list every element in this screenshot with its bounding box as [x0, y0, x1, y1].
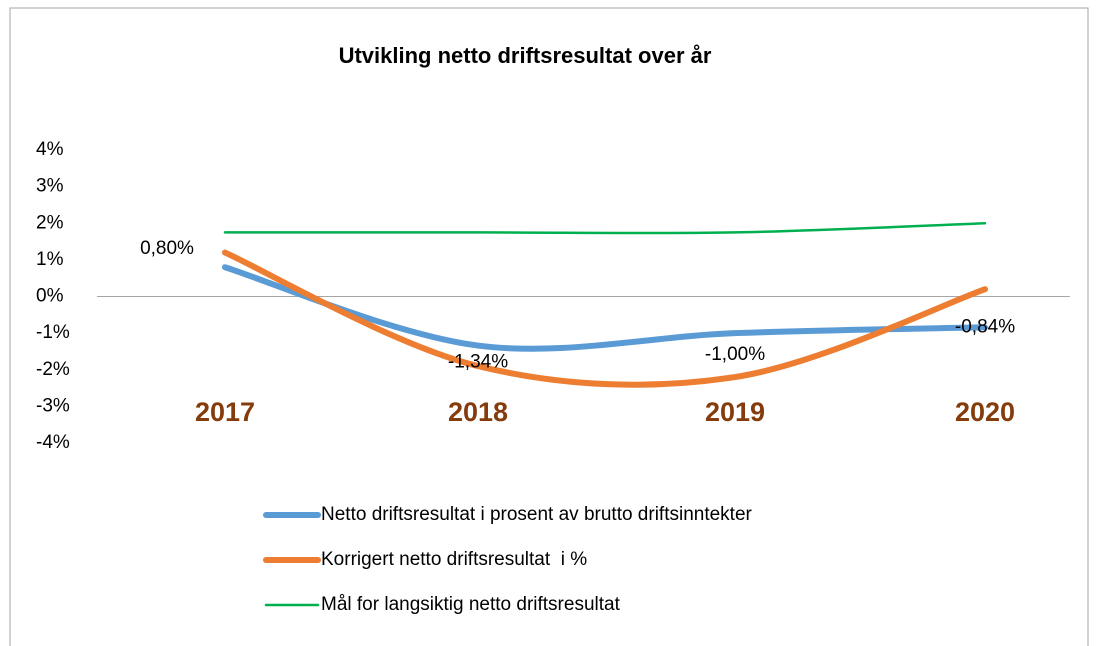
- y-tick-label: 2%: [36, 212, 64, 233]
- legend-label: Netto driftsresultat i prosent av brutto…: [321, 504, 753, 525]
- x-tick-label: 2019: [705, 397, 765, 427]
- y-tick-label: -1%: [36, 322, 70, 343]
- series-line: [223, 222, 987, 235]
- data-label: -1,34%: [448, 352, 508, 373]
- y-tick-label: -2%: [36, 359, 70, 380]
- y-tick-label: 1%: [36, 249, 64, 270]
- chart-title: Utvikling netto driftsresultat over år: [339, 43, 712, 68]
- x-tick-label: 2017: [195, 397, 255, 427]
- y-tick-label: 4%: [36, 139, 64, 160]
- data-label: 0,80%: [140, 238, 194, 259]
- x-tick-label: 2018: [448, 397, 508, 427]
- legend-label: Korrigert netto driftsresultat i %: [321, 549, 587, 570]
- y-tick-label: -3%: [36, 395, 70, 416]
- y-tick-label: 3%: [36, 176, 64, 197]
- series-line: [222, 249, 988, 388]
- y-tick-label: 0%: [36, 286, 64, 307]
- y-tick-label: -4%: [36, 432, 70, 453]
- x-tick-label: 2020: [955, 397, 1015, 427]
- data-label: -0,84%: [955, 316, 1015, 337]
- data-label: -1,00%: [705, 344, 765, 365]
- legend-label: Mål for langsiktig netto driftsresultat: [321, 594, 621, 615]
